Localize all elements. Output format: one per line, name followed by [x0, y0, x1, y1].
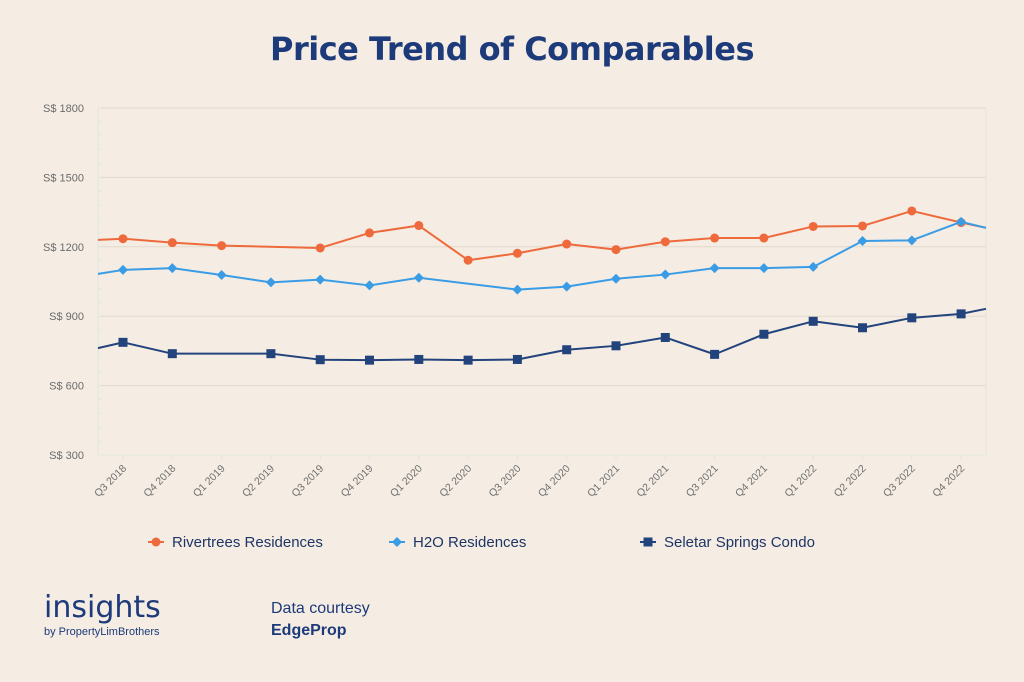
y-tick-label: S$ 1800 [43, 103, 84, 115]
data-point [808, 261, 819, 272]
data-point [118, 234, 128, 244]
data-point [709, 263, 720, 274]
data-point [956, 309, 966, 319]
data-point [858, 323, 867, 333]
legend-item-rivertrees: Rivertrees Residences [148, 528, 323, 556]
x-tick-label: Q3 2018 [92, 463, 129, 500]
legend-item-seletar: Seletar Springs Condo [640, 528, 815, 556]
y-tick-label: S$ 600 [49, 381, 84, 393]
data-point [315, 355, 325, 365]
x-tick-label: Q3 2020 [487, 463, 524, 500]
x-tick-label: Q2 2019 [240, 463, 277, 500]
data-point [857, 236, 868, 247]
data-point [512, 354, 522, 364]
data-point [512, 284, 523, 295]
x-tick-label: Q3 2021 [684, 463, 721, 500]
data-point [365, 355, 374, 365]
data-point [808, 316, 818, 326]
data-point [315, 274, 326, 285]
legend-label-seletar: Seletar Springs Condo [664, 533, 815, 551]
data-point [463, 255, 473, 265]
x-tick-label: Q1 2021 [585, 463, 622, 500]
x-tick-label: Q4 2018 [141, 463, 178, 500]
data-point [660, 237, 670, 247]
data-point [561, 281, 572, 292]
data-point [906, 235, 917, 246]
legend-label-rivertrees: Rivertrees Residences [172, 533, 323, 551]
data-point [562, 345, 572, 355]
data-point [414, 354, 424, 364]
x-tick-label: Q3 2022 [881, 463, 918, 500]
legend-label-h2o: H2O Residences [413, 533, 527, 551]
data-point [118, 337, 128, 347]
x-tick-label: Q1 2020 [388, 463, 425, 500]
data-point [956, 216, 967, 227]
diamond-marker-icon [389, 537, 405, 547]
data-point [611, 273, 621, 284]
series-line [97, 209, 987, 262]
series-line [97, 220, 987, 291]
square-marker-icon [640, 537, 656, 547]
x-tick-label: Q2 2021 [634, 463, 671, 500]
x-tick-label: Q2 2020 [437, 463, 474, 500]
x-tick-label: Q4 2019 [339, 463, 376, 500]
y-tick-label: S$ 1200 [43, 242, 84, 254]
x-tick-label: Q2 2022 [832, 463, 869, 500]
data-point [413, 272, 424, 283]
data-point [907, 313, 917, 323]
legend-item-h2o: H2O Residences [389, 528, 526, 556]
data-point [414, 221, 424, 231]
data-point [118, 264, 128, 275]
data-point [710, 349, 720, 359]
credit-source: EdgeProp [271, 622, 347, 639]
data-credit: Data courtesy EdgeProp [271, 598, 370, 642]
data-point [660, 332, 670, 342]
data-point [710, 233, 720, 243]
data-point [315, 243, 325, 253]
data-point [759, 233, 769, 243]
y-tick-label: S$ 900 [49, 311, 84, 323]
brand-name: insights [44, 590, 161, 625]
data-point [907, 206, 917, 216]
x-tick-label: Q4 2021 [733, 463, 770, 500]
x-tick-label: Q4 2020 [536, 463, 573, 500]
data-point [512, 248, 522, 258]
data-point [611, 245, 621, 255]
data-point [217, 241, 227, 251]
x-tick-label: Q4 2022 [930, 463, 967, 500]
credit-label: Data courtesy [271, 600, 370, 617]
data-point [463, 355, 473, 365]
data-point [364, 280, 375, 291]
data-point [167, 238, 177, 248]
circle-marker-icon [148, 537, 164, 547]
data-point [216, 270, 227, 281]
chart-legend: Rivertrees Residences H2O Residences Sel… [0, 528, 1024, 556]
x-tick-label: Q1 2022 [782, 463, 819, 500]
data-point [808, 221, 818, 231]
x-tick-label: Q3 2019 [289, 463, 326, 500]
data-point [167, 263, 178, 274]
data-point [365, 228, 374, 238]
data-point [562, 239, 572, 249]
y-tick-label: S$ 300 [49, 450, 84, 462]
data-point [265, 277, 276, 288]
data-point [611, 341, 621, 351]
data-point [758, 263, 769, 274]
brand-logo: insights by PropertyLimBrothers [44, 590, 161, 639]
y-tick-label: S$ 1500 [43, 172, 84, 184]
chart-title: Price Trend of Comparables [270, 30, 755, 68]
x-tick-label: Q1 2019 [191, 463, 228, 500]
data-point [660, 269, 671, 280]
data-point [858, 221, 867, 231]
brand-byline: by PropertyLimBrothers [44, 626, 160, 638]
data-point [167, 349, 177, 359]
data-point [266, 349, 276, 359]
data-point [759, 329, 769, 339]
